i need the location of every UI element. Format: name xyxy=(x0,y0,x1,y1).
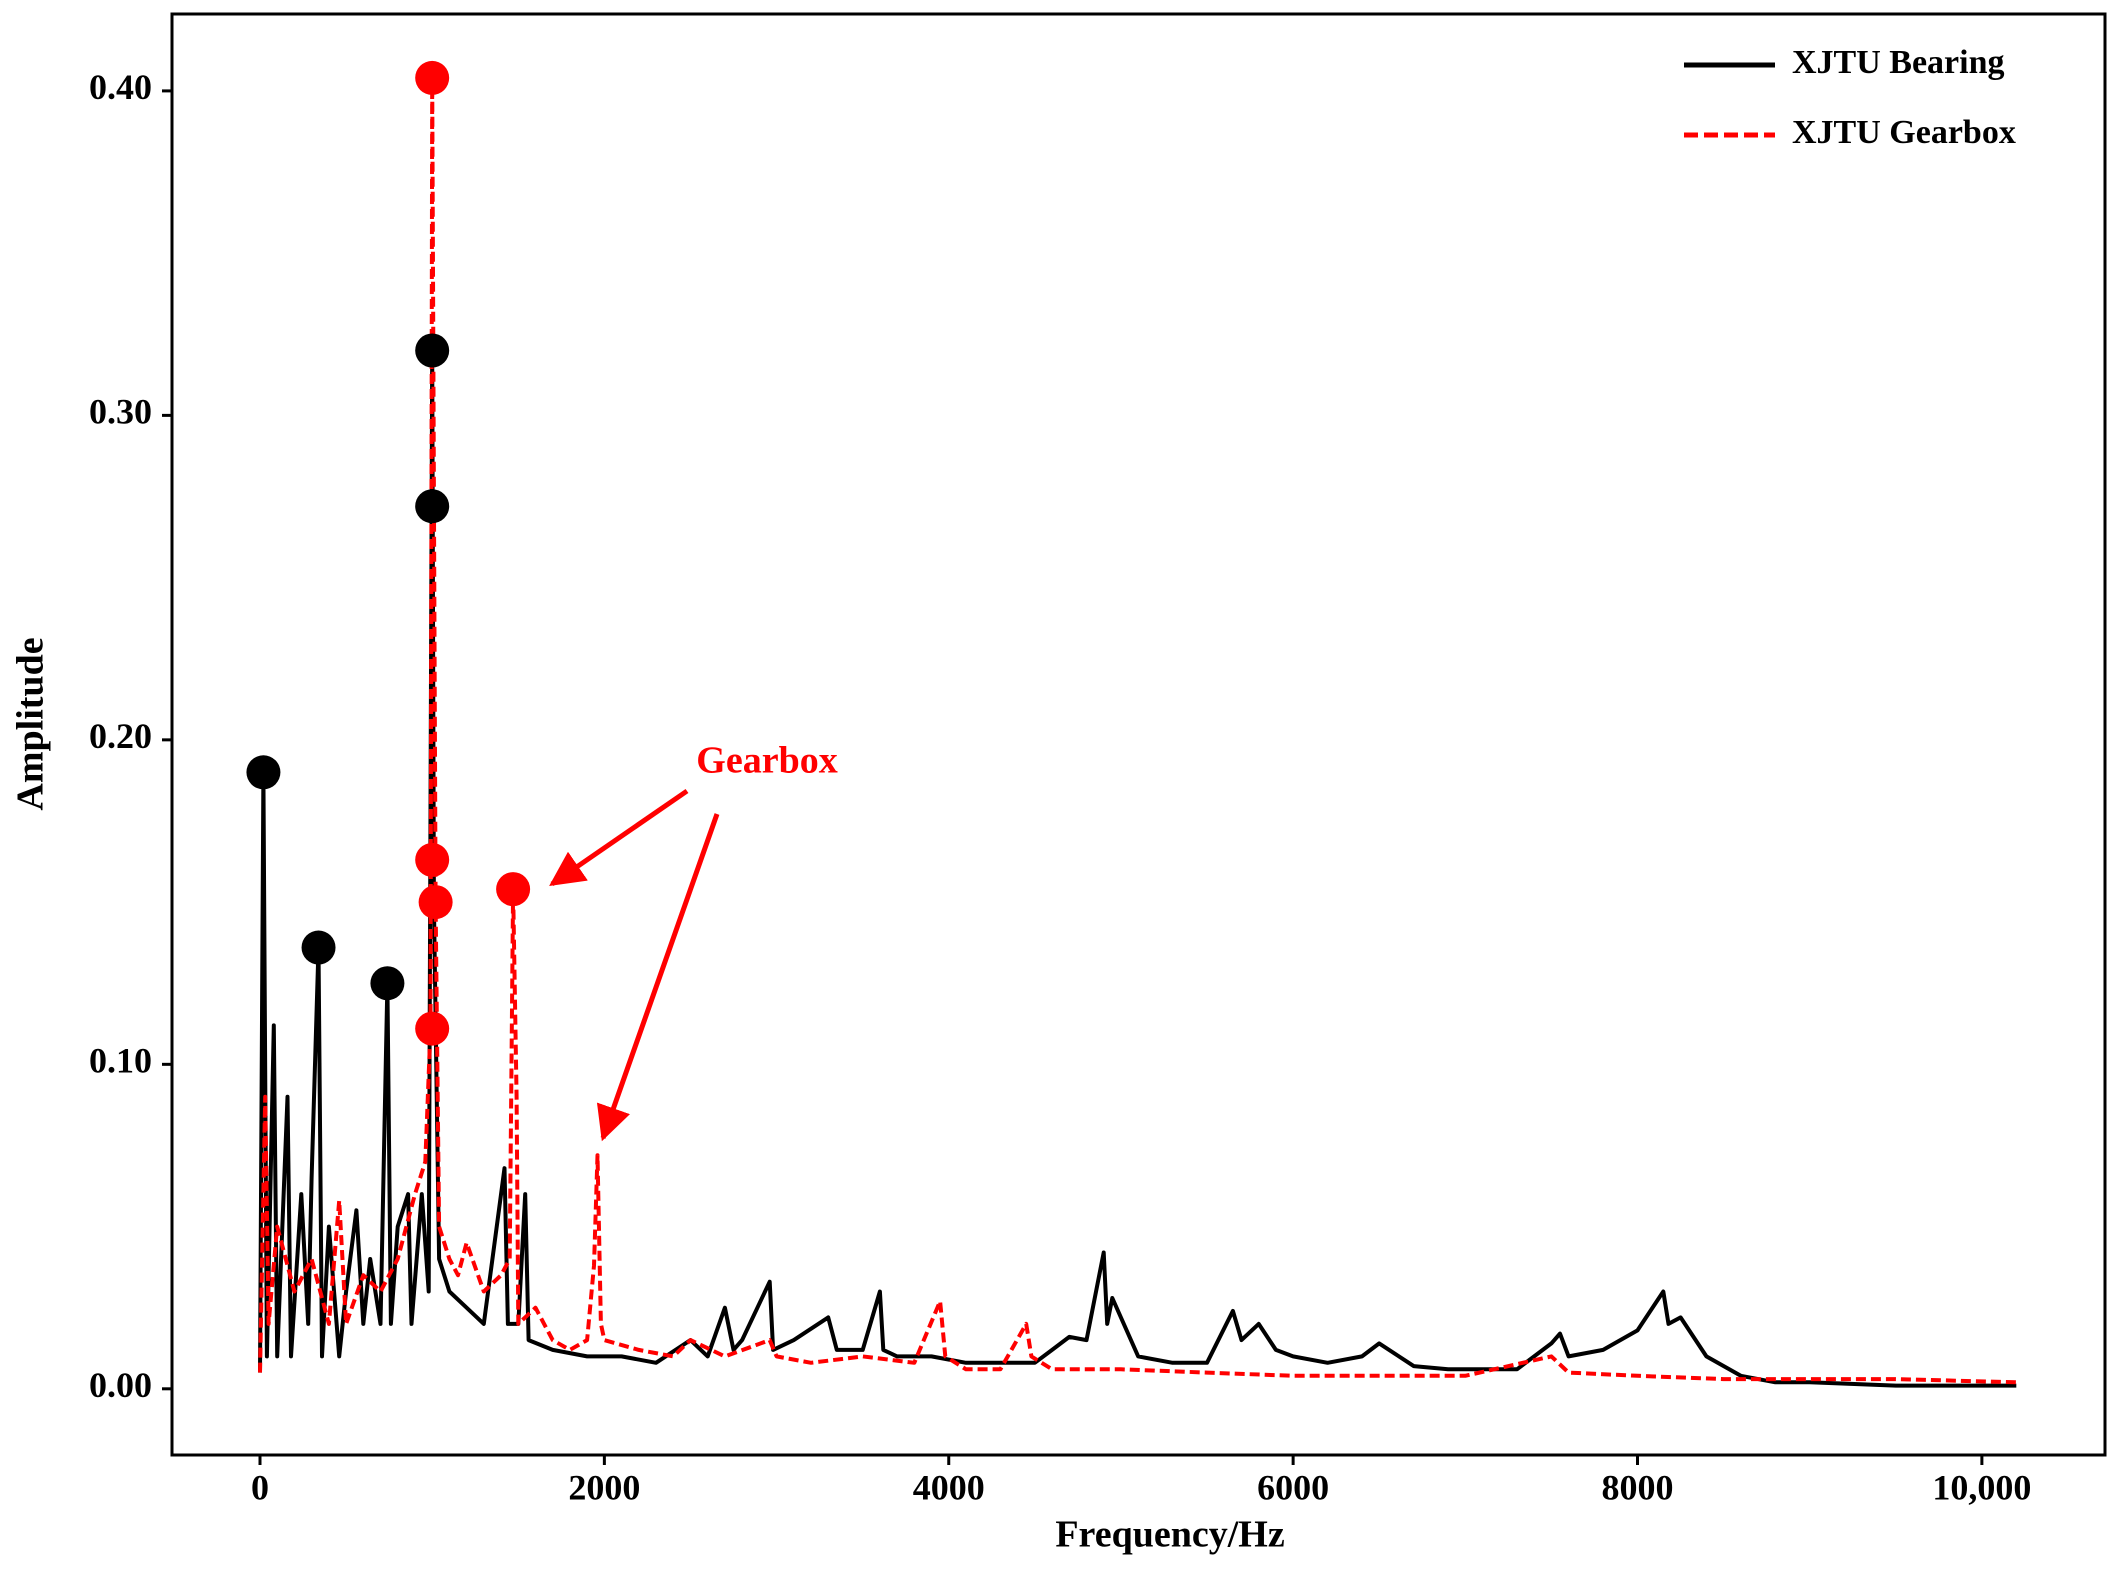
plot-frame xyxy=(170,12,2107,1457)
series-line xyxy=(258,348,2017,1388)
y-axis-label: Amplitude xyxy=(10,637,52,810)
peak-marker xyxy=(246,755,281,790)
legend-label: XJTU Gearbox xyxy=(1792,114,2016,151)
x-tick-label: 8000 xyxy=(1602,1467,1674,1507)
x-axis-label: Frequency/Hz xyxy=(1055,1514,1285,1556)
y-tick-label: 0.00 xyxy=(89,1365,152,1405)
annotation-text: Gearbox xyxy=(696,740,837,782)
peak-marker xyxy=(496,872,531,907)
y-tick-label: 0.10 xyxy=(89,1041,152,1081)
annotation-arrow xyxy=(549,788,689,887)
peak-marker xyxy=(415,333,450,368)
peak-marker xyxy=(418,885,453,920)
peak-marker xyxy=(415,842,450,877)
legend-label: XJTU Bearing xyxy=(1792,44,2005,81)
x-tick-label: 6000 xyxy=(1257,1467,1329,1507)
x-tick-label: 2000 xyxy=(568,1467,640,1507)
peak-marker xyxy=(301,930,336,965)
peak-marker xyxy=(415,60,450,95)
y-tick-label: 0.40 xyxy=(89,67,152,107)
x-tick-label: 10,000 xyxy=(1932,1467,2031,1507)
series-line xyxy=(258,75,2017,1385)
annotation-arrow xyxy=(596,813,720,1142)
y-tick-label: 0.30 xyxy=(89,392,152,432)
peak-marker xyxy=(370,966,405,1001)
x-tick-label: 4000 xyxy=(913,1467,985,1507)
peak-marker xyxy=(415,489,450,524)
peak-marker xyxy=(415,1011,450,1046)
y-tick-label: 0.20 xyxy=(89,716,152,756)
x-tick-label: 0 xyxy=(251,1467,269,1507)
